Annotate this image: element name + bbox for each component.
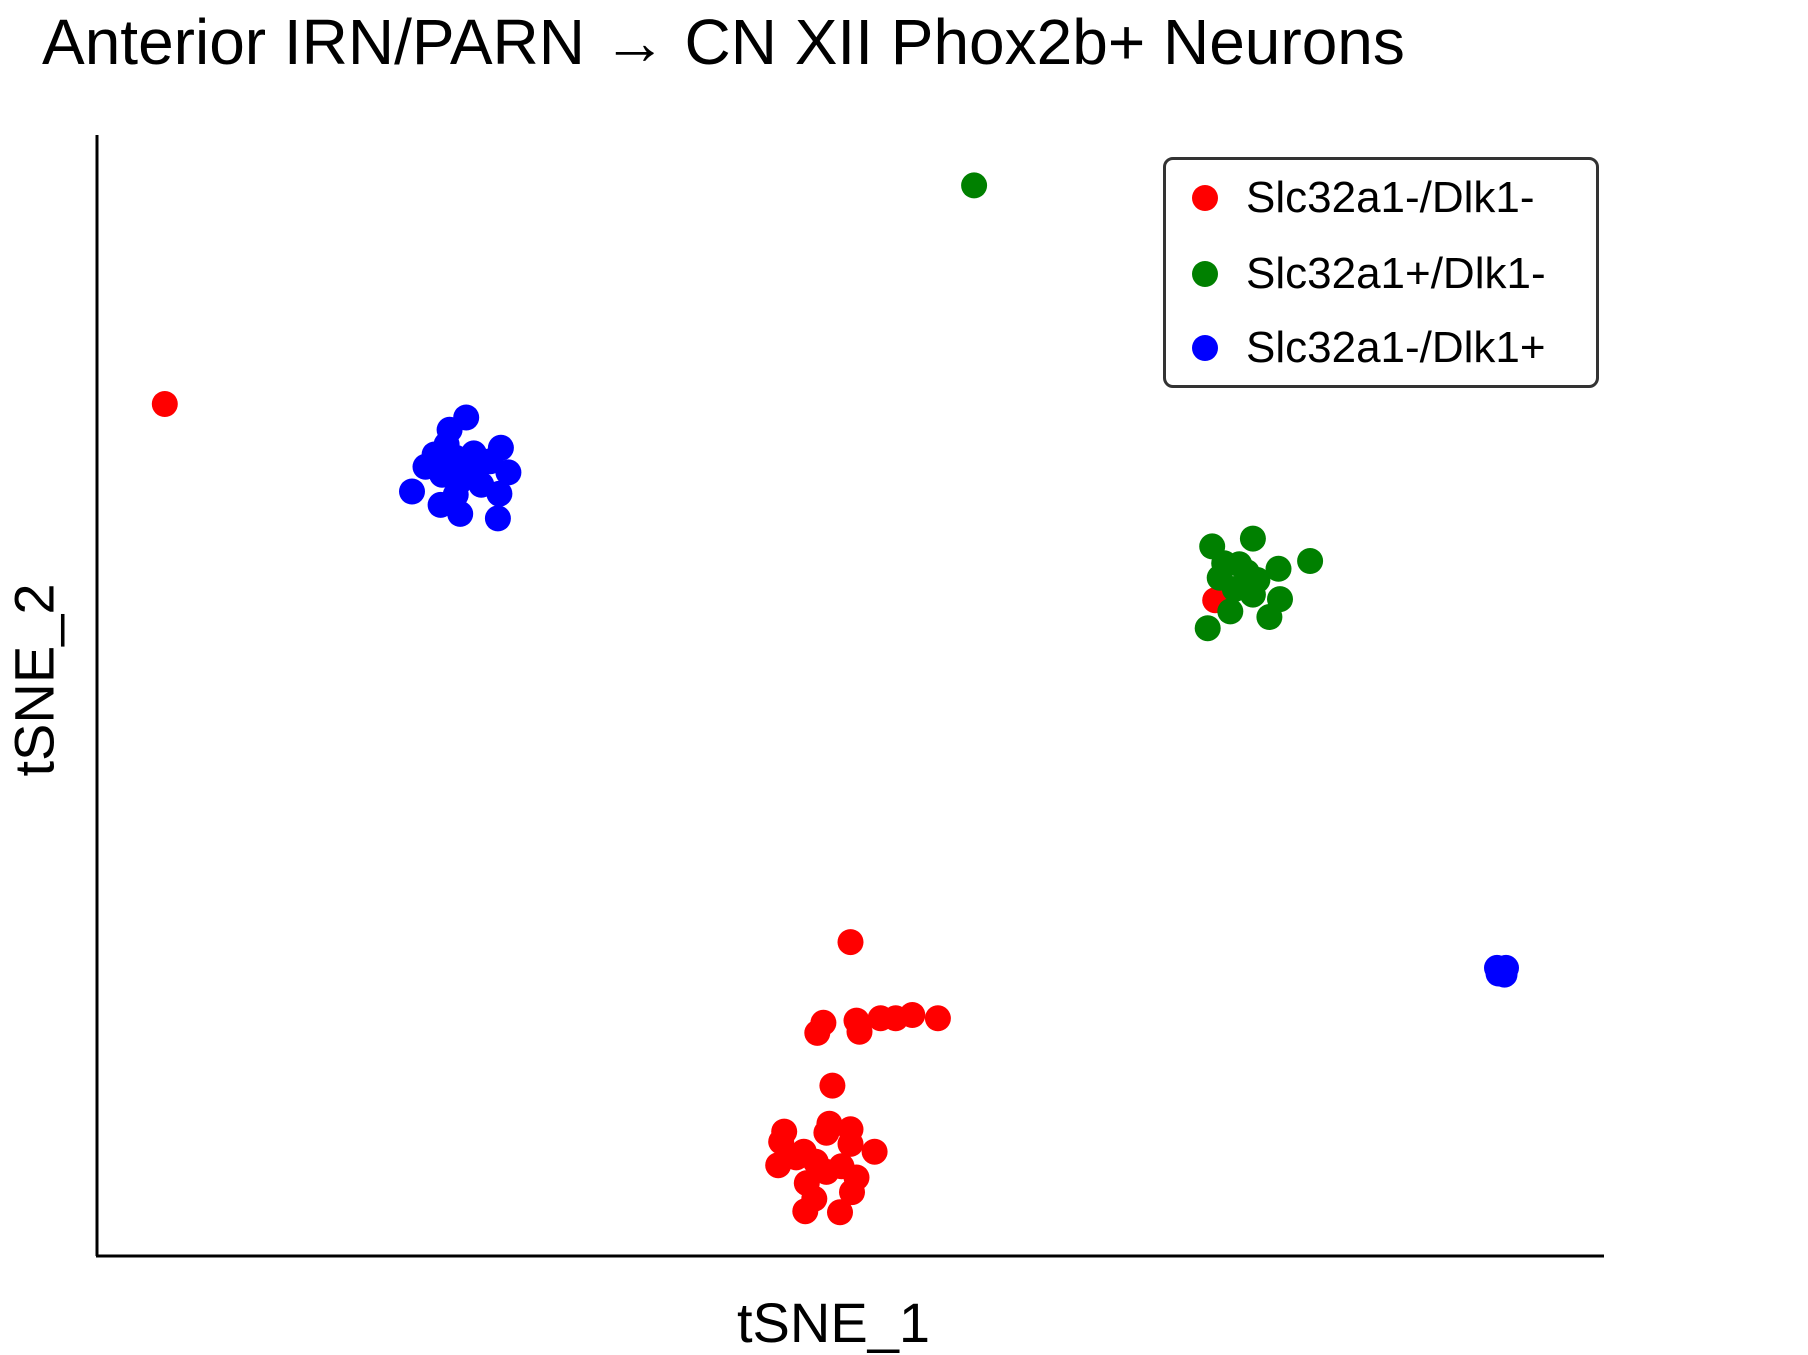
data-point [484, 505, 511, 532]
legend-item: Slc32a1+/Dlk1- [1192, 244, 1546, 304]
x-axis-label: tSNE_1 [737, 1291, 930, 1354]
data-point [427, 491, 454, 518]
data-point [804, 1019, 831, 1046]
data-point [837, 929, 864, 956]
legend-marker-red [1192, 185, 1218, 211]
data-point [924, 1005, 951, 1032]
legend-label: Slc32a1-/Dlk1- [1246, 173, 1535, 222]
data-point [1244, 567, 1271, 593]
data-point [1221, 576, 1248, 602]
legend-label: Slc32a1+/Dlk1- [1246, 249, 1546, 298]
data-point [421, 441, 448, 468]
data-point [1194, 615, 1221, 642]
data-point [783, 1144, 810, 1171]
data-point [827, 1199, 853, 1226]
data-point [447, 500, 474, 527]
data-point [1493, 954, 1519, 981]
data-point [445, 469, 472, 496]
data-point [1217, 598, 1244, 625]
data-point [1267, 586, 1293, 613]
data-point [837, 1130, 864, 1157]
data-point [816, 1110, 843, 1137]
data-point [839, 1179, 865, 1206]
data-point [846, 1018, 873, 1045]
data-point [486, 480, 513, 507]
data-point [961, 172, 988, 199]
data-point [1239, 525, 1266, 552]
data-point [1211, 550, 1238, 577]
legend-marker-green [1192, 261, 1218, 287]
data-point [453, 404, 480, 431]
data-point [495, 459, 522, 486]
legend-item: Slc32a1-/Dlk1- [1192, 168, 1535, 228]
data-point [399, 478, 425, 505]
legend: Slc32a1-/Dlk1- Slc32a1+/Dlk1- Slc32a1-/D… [1163, 157, 1599, 388]
data-point [813, 1158, 840, 1185]
data-point [861, 1138, 888, 1165]
data-point [151, 391, 178, 417]
y-axis-label: tSNE_2 [2, 583, 66, 777]
data-points [151, 172, 1519, 1226]
legend-label: Slc32a1-/Dlk1+ [1246, 323, 1546, 372]
data-point [792, 1198, 819, 1225]
data-point [1297, 548, 1324, 574]
data-point [819, 1072, 846, 1099]
chart-title: Anterior IRN/PARN → CN XII Phox2b+ Neuro… [42, 6, 1405, 78]
data-point [899, 1002, 926, 1028]
legend-marker-blue [1192, 335, 1218, 361]
legend-item: Slc32a1-/Dlk1+ [1192, 318, 1546, 378]
data-point [1265, 555, 1292, 582]
